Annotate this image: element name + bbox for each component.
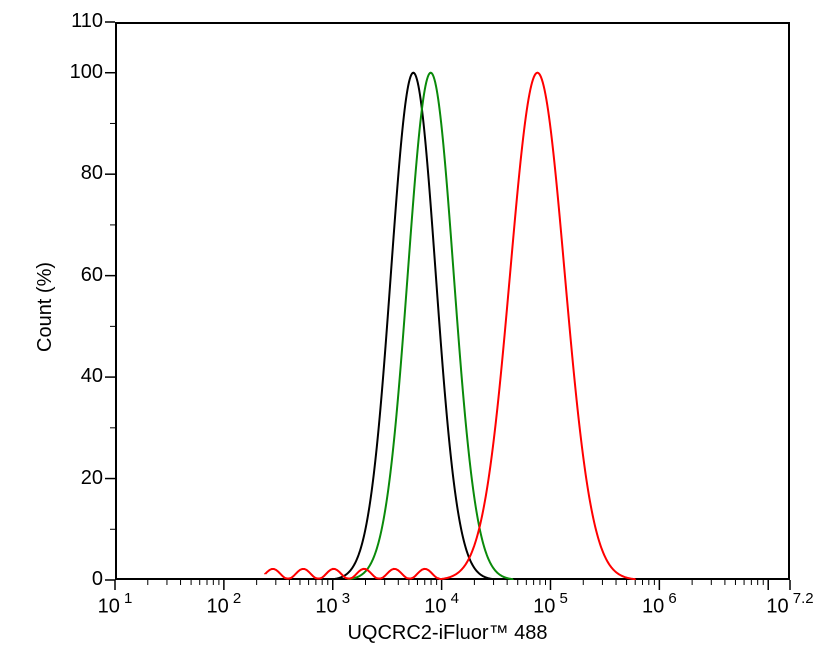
chart-canvas: Count (%) 020406080100110 10 110 210 310… (0, 0, 835, 668)
x-tick-base: 10 (424, 596, 446, 618)
x-tick-label: 10 5 (515, 592, 585, 619)
plot-area (115, 22, 790, 580)
y-tick-label: 60 (55, 264, 103, 287)
x-tick-label: 10 1 (80, 592, 150, 619)
x-tick-exp: 4 (446, 590, 459, 607)
x-tick-base: 10 (533, 596, 555, 618)
x-tick-exp: 6 (664, 590, 677, 607)
x-tick-label: 10 6 (624, 592, 694, 619)
x-tick-label: 10 7.2 (755, 592, 825, 619)
y-tick-label: 110 (55, 10, 103, 33)
x-tick-exp: 7.2 (789, 590, 814, 607)
x-tick-base: 10 (766, 596, 788, 618)
y-axis-label: Count (%) (34, 262, 57, 352)
y-tick-label: 20 (55, 467, 103, 490)
x-tick-label: 10 3 (298, 592, 368, 619)
x-tick-base: 10 (206, 596, 228, 618)
x-tick-exp: 3 (338, 590, 351, 607)
x-tick-base: 10 (642, 596, 664, 618)
y-tick-label: 100 (55, 61, 103, 84)
x-tick-label: 10 2 (189, 592, 259, 619)
x-tick-exp: 2 (229, 590, 242, 607)
x-tick-label: 10 4 (407, 592, 477, 619)
x-tick-exp: 5 (555, 590, 568, 607)
x-tick-base: 10 (315, 596, 337, 618)
x-tick-exp: 1 (120, 590, 133, 607)
x-tick-base: 10 (98, 596, 120, 618)
x-axis-label: UQCRC2-iFluor™ 488 (0, 622, 835, 645)
y-tick-label: 0 (55, 568, 103, 591)
y-tick-label: 80 (55, 162, 103, 185)
y-tick-label: 40 (55, 365, 103, 388)
